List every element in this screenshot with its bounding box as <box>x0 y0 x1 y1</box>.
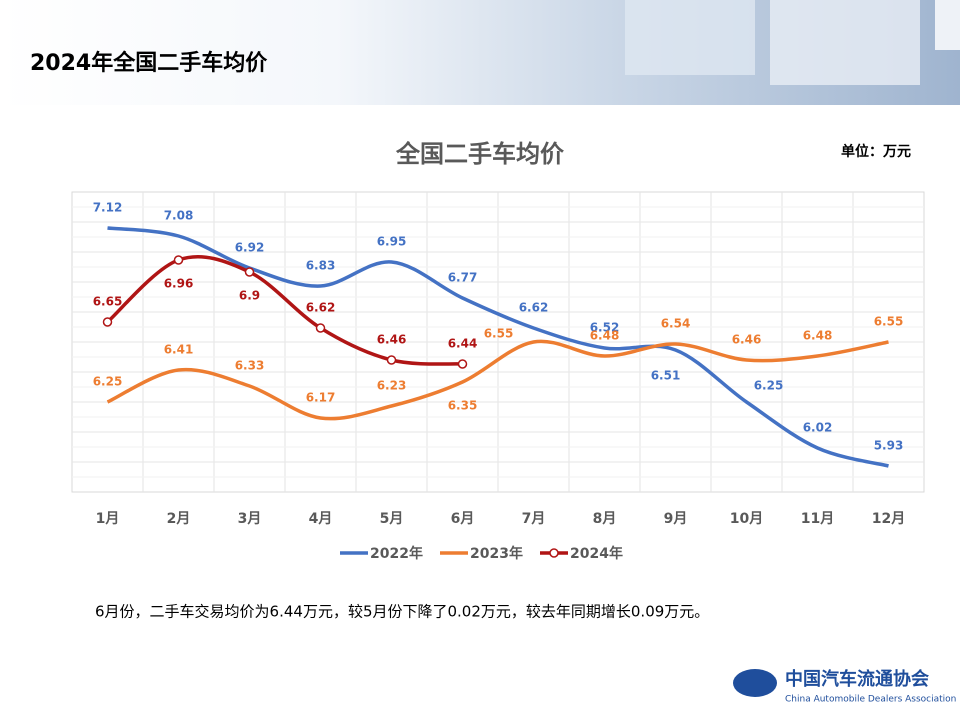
marker <box>315 323 326 333</box>
data-label: 6.96 <box>164 277 194 291</box>
x-tick-label: 1月 <box>96 511 120 527</box>
marker <box>457 359 468 369</box>
x-tick-label: 10月 <box>730 511 763 527</box>
logo-english: China Automobile Dealers Association <box>785 695 956 705</box>
data-label: 7.12 <box>93 201 123 215</box>
marker <box>173 255 184 265</box>
data-label: 6.33 <box>235 359 265 373</box>
x-tick-label: 7月 <box>522 511 546 527</box>
legend-marker <box>549 548 559 558</box>
data-label: 6.35 <box>448 399 478 413</box>
x-tick-label: 8月 <box>593 511 617 527</box>
data-label: 6.77 <box>448 271 478 285</box>
data-label: 6.55 <box>484 327 514 341</box>
data-label: 6.83 <box>306 259 336 273</box>
data-label: 6.92 <box>235 241 265 255</box>
logo-mark <box>733 669 777 697</box>
data-label: 6.52 <box>590 321 620 335</box>
x-tick-label: 6月 <box>451 511 475 527</box>
legend-label: 2022年 <box>370 545 423 562</box>
unit-label: 单位：万元 <box>841 143 911 160</box>
x-tick-label: 2月 <box>167 511 191 527</box>
x-tick-label: 4月 <box>309 511 333 527</box>
data-label: 6.51 <box>651 369 681 383</box>
legend-label: 2024年 <box>570 545 623 562</box>
data-label: 6.55 <box>874 315 904 329</box>
marker <box>102 317 113 327</box>
x-tick-label: 12月 <box>872 511 905 527</box>
legend-label: 2023年 <box>470 545 523 562</box>
data-label: 5.93 <box>874 439 904 453</box>
data-label: 6.23 <box>377 379 407 393</box>
logo-name: 中国汽车流通协会 <box>785 668 929 690</box>
x-tick-label: 9月 <box>664 511 688 527</box>
data-label: 6.25 <box>93 375 123 389</box>
header-cube <box>770 0 920 85</box>
data-label: 6.46 <box>377 333 407 347</box>
header-cube <box>625 0 755 75</box>
line <box>106 339 889 421</box>
data-label: 6.46 <box>732 333 762 347</box>
marker <box>244 267 255 277</box>
data-label: 7.08 <box>164 209 194 223</box>
x-tick-label: 5月 <box>380 511 404 527</box>
data-label: 6.17 <box>306 391 336 405</box>
data-label: 6.48 <box>803 329 833 343</box>
x-tick-label: 3月 <box>238 511 262 527</box>
data-label: 6.65 <box>93 295 123 309</box>
data-label: 6.02 <box>803 421 833 435</box>
x-tick-label: 11月 <box>801 511 834 527</box>
data-label: 6.44 <box>448 337 478 351</box>
data-label: 6.25 <box>754 379 784 393</box>
data-label: 6.62 <box>519 301 549 315</box>
marker <box>386 355 397 365</box>
chart-title: 全国二手车均价 <box>395 140 565 168</box>
header-title: 2024年全国二手车均价 <box>30 50 268 76</box>
data-label: 6.54 <box>661 317 691 331</box>
note: 6月份，二手车交易均价为6.44万元，较5月份下降了0.02万元，较去年同期增长… <box>95 603 709 621</box>
data-label: 6.41 <box>164 343 194 357</box>
data-label: 6.48 <box>590 329 620 343</box>
data-label: 6.9 <box>239 289 260 303</box>
data-label: 6.62 <box>306 301 336 315</box>
header-cube <box>935 0 960 50</box>
data-label: 6.95 <box>377 235 407 249</box>
